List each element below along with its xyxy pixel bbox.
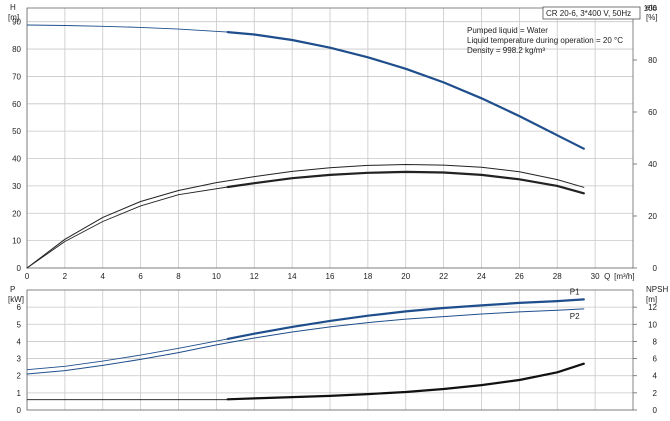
chart-2-y2-axis-name: NPSH xyxy=(646,285,668,294)
chart-1-x-tick-label: 24 xyxy=(477,272,486,281)
chart-1-x-tick-label: 2 xyxy=(63,272,68,281)
chart-1-x-tick-label: 20 xyxy=(401,272,410,281)
chart-1-x-tick-label: 12 xyxy=(250,272,259,281)
chart-1-y-tick-label: 30 xyxy=(12,182,21,191)
chart-1-y2-tick-label: 0 xyxy=(653,264,658,273)
chart-2-y2-tick-label: 10 xyxy=(648,320,657,329)
chart-2-series-NPSH-line xyxy=(226,362,585,401)
chart-2-y2-tick-label: 0 xyxy=(653,406,658,415)
chart-1-y-axis-unit: [m] xyxy=(8,13,19,22)
chart-1-y2-axis-name: eta xyxy=(646,3,658,12)
chart-2-series-P1-label: P1 xyxy=(570,287,580,296)
chart-1-y2-tick-label: 100 xyxy=(644,4,658,13)
chart-2-series-P2-label: P2 xyxy=(570,312,580,321)
chart-1-y2-tick-label: 80 xyxy=(648,56,657,65)
chart-2-y-axis-unit: [kW] xyxy=(8,295,24,304)
chart-1-y2-tick-label: 60 xyxy=(648,108,657,117)
chart-1-x-tick-label: 4 xyxy=(101,272,106,281)
chart-1-x-tick-label: 30 xyxy=(591,272,600,281)
chart-2-y-tick-label: 1 xyxy=(17,389,22,398)
chart-1-series-efficiency-line xyxy=(226,170,585,195)
chart-1-y-tick-label: 80 xyxy=(12,45,21,54)
chart-1-x-tick-label: 16 xyxy=(326,272,335,281)
chart-1-series-efficiency-outer-line xyxy=(26,164,585,269)
chart-2-y2-tick-label: 8 xyxy=(653,337,658,346)
chart-1-y-tick-label: 70 xyxy=(12,72,21,81)
chart-1-x-axis-unit: [m³/h] xyxy=(614,272,634,281)
chart-2-y2-tick-label: 4 xyxy=(653,372,658,381)
chart-2-y-tick-label: 6 xyxy=(17,303,22,312)
chart-2-y2-tick-label: 2 xyxy=(653,389,658,398)
chart-2-series-P1-line xyxy=(226,298,585,340)
chart-1-y-tick-label: 90 xyxy=(12,18,21,27)
info-line: Density = 998.2 kg/m³ xyxy=(467,46,545,55)
chart-1-series-head-line xyxy=(226,30,585,150)
chart-1-x-tick-label: 28 xyxy=(553,272,562,281)
chart-1-x-axis-name: Q xyxy=(604,272,610,281)
chart-2-y-tick-label: 3 xyxy=(17,355,22,364)
chart-2-series-P2-line xyxy=(26,308,585,375)
chart-1-y-tick-label: 60 xyxy=(12,100,21,109)
chart-1-x-tick-label: 10 xyxy=(212,272,221,281)
header-box-frame xyxy=(542,6,641,20)
info-line: Pumped liquid = Water xyxy=(467,26,548,35)
chart-1-y2-axis-unit: [%] xyxy=(646,13,658,22)
chart-1-x-tick-label: 0 xyxy=(25,272,30,281)
chart-2-y-tick-label: 0 xyxy=(17,406,22,415)
info-line: Liquid temperature during operation = 20… xyxy=(467,36,623,45)
chart-2-y2-tick-label: 12 xyxy=(648,303,657,312)
chart-1-y-tick-label: 40 xyxy=(12,155,21,164)
chart-1-x-tick-label: 6 xyxy=(138,272,143,281)
chart-1-y2-tick-label: 20 xyxy=(648,212,657,221)
chart-2-y2-tick-label: 6 xyxy=(653,355,658,364)
chart-1-x-tick-label: 18 xyxy=(363,272,372,281)
chart-1-series-head-extrapolated-line xyxy=(26,24,228,33)
chart-1-plot-frame xyxy=(26,7,634,269)
chart-1-y-tick-label: 50 xyxy=(12,127,21,136)
chart-1-x-tick-label: 22 xyxy=(439,272,448,281)
chart-1-x-tick-label: 14 xyxy=(288,272,297,281)
chart-2-y-tick-label: 5 xyxy=(17,320,22,329)
chart-2-y2-axis-unit: [m] xyxy=(646,295,657,304)
chart-1-x-tick-label: 8 xyxy=(176,272,181,281)
chart-1-y-tick-label: 20 xyxy=(12,209,21,218)
header-box-text: CR 20-6, 3*400 V, 50Hz xyxy=(546,9,631,18)
chart-1-y-tick-label: 0 xyxy=(17,264,22,273)
chart-2-y-axis-name: P xyxy=(10,285,15,294)
chart-1-y2-tick-label: 40 xyxy=(648,160,657,169)
chart-1-series-efficiency-extrapolated-line xyxy=(26,186,228,269)
chart-2-y-tick-label: 4 xyxy=(17,337,22,346)
chart-1-y-axis-name: H xyxy=(10,3,16,12)
chart-2-series-P1-extrapolated-line xyxy=(26,338,228,371)
chart-1-y-tick-label: 10 xyxy=(12,237,21,246)
chart-1-x-tick-label: 26 xyxy=(515,272,524,281)
chart-2-plot-frame xyxy=(26,289,634,411)
chart-2-y-tick-label: 2 xyxy=(17,372,22,381)
